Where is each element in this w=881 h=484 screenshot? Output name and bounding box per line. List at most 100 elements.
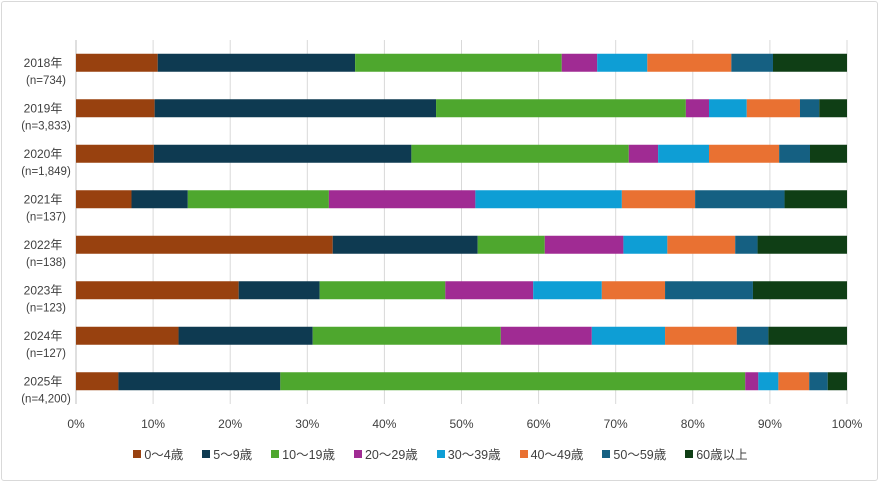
category-year-label: 2024年 xyxy=(24,329,63,343)
category-n-label: (n=734) xyxy=(26,75,66,87)
bar-segment xyxy=(76,372,119,391)
legend-label: 10～19歳 xyxy=(282,448,335,462)
bar-segment xyxy=(544,235,624,254)
stacked-bar-chart: 0% 10% 20% 30% 40% 50% 60% 70% 80% 90% 100% 2018年 (n… xyxy=(21,40,863,431)
bar-segment xyxy=(621,190,696,209)
bar-segment xyxy=(708,144,780,163)
legend-swatch xyxy=(602,449,611,458)
x-tick-label: 20% xyxy=(218,417,242,431)
bar-segment xyxy=(658,144,709,163)
bar-segment xyxy=(238,281,320,300)
legend-label: 20～29歳 xyxy=(364,448,418,462)
bar-segment xyxy=(827,372,847,391)
x-tick-label: 90% xyxy=(758,417,782,431)
x-tick-label: 10% xyxy=(141,417,165,431)
legend-label: 30～39歳 xyxy=(447,448,501,462)
legend-swatch xyxy=(202,449,211,458)
bar-segment xyxy=(153,144,412,163)
x-tick-label: 50% xyxy=(449,417,473,431)
legend-item: 40～49歳 xyxy=(519,444,584,463)
x-tick-label: 30% xyxy=(295,417,319,431)
bar-segment xyxy=(533,281,602,300)
legend-swatch xyxy=(133,449,142,458)
bar-segment xyxy=(475,190,622,209)
bar-segment xyxy=(768,326,847,345)
bar-segment xyxy=(778,372,810,391)
legend-label: 50～59歳 xyxy=(613,448,667,462)
bar-segment xyxy=(623,235,668,254)
legend-swatch xyxy=(353,449,362,458)
category-year-label: 2019年 xyxy=(24,101,63,115)
bar-segment xyxy=(154,99,437,118)
legend-label: 40～49歳 xyxy=(530,448,584,462)
bar-segment xyxy=(500,326,592,345)
category-year-label: 2022年 xyxy=(24,238,63,252)
bar-segment xyxy=(187,190,329,209)
category-year-label: 2025年 xyxy=(24,374,63,388)
bar-segment xyxy=(76,53,158,72)
bar-segment xyxy=(746,99,800,118)
bar-segment xyxy=(319,281,446,300)
bar-segment xyxy=(76,235,333,254)
category-year-label: 2023年 xyxy=(24,283,63,297)
x-tick-label: 70% xyxy=(604,417,628,431)
bar-segment xyxy=(731,53,773,72)
bar-segment xyxy=(809,372,828,391)
category-n-label: (n=4,200) xyxy=(21,393,71,405)
legend-swatch xyxy=(519,449,528,458)
x-tick-label: 0% xyxy=(67,417,85,431)
legend: 0～4歳 5～9歳 10～19歳 20～29歳 30～39歳 40～49歳 50～59歳 60… xyxy=(0,444,881,463)
category-n-label: (n=127) xyxy=(26,348,66,360)
legend-item: 0～4歳 xyxy=(133,444,183,463)
bar-segment xyxy=(667,235,736,254)
bar-segment xyxy=(772,53,847,72)
legend-item: 5～9歳 xyxy=(202,444,252,463)
x-tick-label: 40% xyxy=(372,417,396,431)
category-year-label: 2018年 xyxy=(24,56,63,70)
bar-segment xyxy=(809,144,847,163)
legend-label: 60歳以上 xyxy=(696,448,748,462)
category-n-label: (n=138) xyxy=(26,257,66,269)
bar-segment xyxy=(597,53,648,72)
bar-segment xyxy=(445,281,534,300)
bar-segment xyxy=(178,326,313,345)
bar-segment xyxy=(708,99,747,118)
bar-segment xyxy=(647,53,732,72)
bar-segment xyxy=(745,372,759,391)
bar-segment xyxy=(665,326,737,345)
x-tick-label: 80% xyxy=(681,417,705,431)
bar-segment xyxy=(735,235,758,254)
bar-segment xyxy=(757,235,847,254)
bar-segment xyxy=(784,190,847,209)
legend-item: 30～39歳 xyxy=(436,444,501,463)
bar-segment xyxy=(436,99,686,118)
bar-segment xyxy=(312,326,501,345)
category-year-label: 2021年 xyxy=(24,192,63,206)
bar-segment xyxy=(411,144,629,163)
legend-swatch xyxy=(271,449,280,458)
bar-segment xyxy=(280,372,746,391)
bar-segment xyxy=(355,53,562,72)
bar-segment xyxy=(685,99,709,118)
bar-segment xyxy=(758,372,779,391)
bar-segment xyxy=(779,144,810,163)
legend-item: 20～29歳 xyxy=(353,444,418,463)
bar-segment xyxy=(332,235,478,254)
bar-segment xyxy=(561,53,598,72)
bar-segment xyxy=(131,190,188,209)
bar-segment xyxy=(628,144,659,163)
category-n-label: (n=1,849) xyxy=(21,166,71,178)
bar-segment xyxy=(736,326,769,345)
category-year-label: 2020年 xyxy=(24,147,63,161)
bar-segment xyxy=(157,53,356,72)
legend-swatch xyxy=(685,449,694,458)
category-n-label: (n=123) xyxy=(26,302,66,314)
bar-segment xyxy=(799,99,820,118)
bar-segment xyxy=(76,326,179,345)
category-n-label: (n=137) xyxy=(26,211,66,223)
legend-label: 0～4歳 xyxy=(144,448,184,462)
x-tick-label: 100% xyxy=(832,417,863,431)
legend-swatch xyxy=(436,449,445,458)
legend-item: 10～19歳 xyxy=(271,444,335,463)
